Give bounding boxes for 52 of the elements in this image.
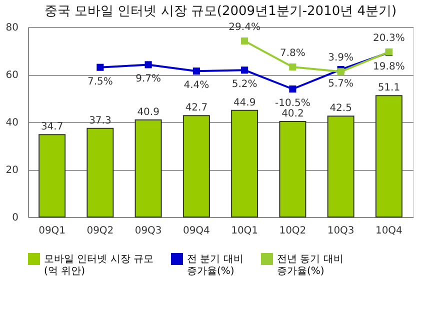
x-tick-label: 10Q3 xyxy=(327,226,354,236)
point xyxy=(192,68,200,75)
data-label: 42.5 xyxy=(330,103,352,114)
bar xyxy=(231,110,258,218)
x-tick-label: 09Q4 xyxy=(182,226,210,236)
legend-label: 전 분기 대비 증가율(%) xyxy=(187,254,244,277)
x-tick-label: 10Q4 xyxy=(375,226,402,236)
data-label: 40.9 xyxy=(137,106,160,118)
point xyxy=(289,85,296,93)
y-tick-label: 20 xyxy=(6,165,18,176)
x-tick-label: 09Q2 xyxy=(86,226,114,236)
data-label: 19.8% xyxy=(373,62,405,73)
legend-label: 모바일 인터넷 시장 규모 (억 위안) xyxy=(44,254,154,277)
point xyxy=(144,61,152,68)
bar xyxy=(327,116,354,218)
data-label: -10.5% xyxy=(274,98,310,109)
y-tick-label: 60 xyxy=(6,70,18,81)
data-label: 3.9% xyxy=(328,52,354,64)
bar xyxy=(38,134,66,218)
legend-label: 전년 동기 대비 증가율(%) xyxy=(277,254,344,277)
x-tick-label: 10Q1 xyxy=(231,226,258,236)
data-label: 51.1 xyxy=(378,82,400,94)
x-tick-label: 09Q3 xyxy=(134,226,162,236)
y-tick-label: 0 xyxy=(12,212,18,224)
data-label: 44.9 xyxy=(233,97,256,108)
data-label: 29.4% xyxy=(228,22,260,33)
bar xyxy=(182,115,210,218)
chart-title: 중국 모바일 인터넷 시장 규모(2009년1분기-2010년 4분기) xyxy=(44,4,397,19)
point xyxy=(337,68,344,76)
bar xyxy=(86,128,114,218)
y-tick-label: 80 xyxy=(6,22,18,34)
data-label: 5.7% xyxy=(328,78,354,90)
data-label: 42.7 xyxy=(185,102,208,114)
data-label: 4.4% xyxy=(184,80,210,92)
data-label: 5.2% xyxy=(232,79,258,90)
y-tick-label: 40 xyxy=(6,118,18,128)
data-label: 37.3 xyxy=(89,115,112,126)
data-label: 9.7% xyxy=(136,74,162,85)
point xyxy=(289,63,296,71)
bar xyxy=(375,95,402,218)
bar xyxy=(279,121,306,218)
point xyxy=(241,37,248,45)
data-label: 7.8% xyxy=(280,48,306,59)
x-tick-label: 10Q2 xyxy=(279,226,306,236)
x-tick-label: 09Q1 xyxy=(38,226,66,236)
point xyxy=(241,66,248,74)
data-label: 40.2 xyxy=(282,108,304,120)
bar xyxy=(134,119,162,218)
data-label: 34.7 xyxy=(40,122,64,133)
point xyxy=(96,64,104,71)
data-label: 7.5% xyxy=(87,76,113,88)
data-label: 20.3% xyxy=(373,32,405,44)
